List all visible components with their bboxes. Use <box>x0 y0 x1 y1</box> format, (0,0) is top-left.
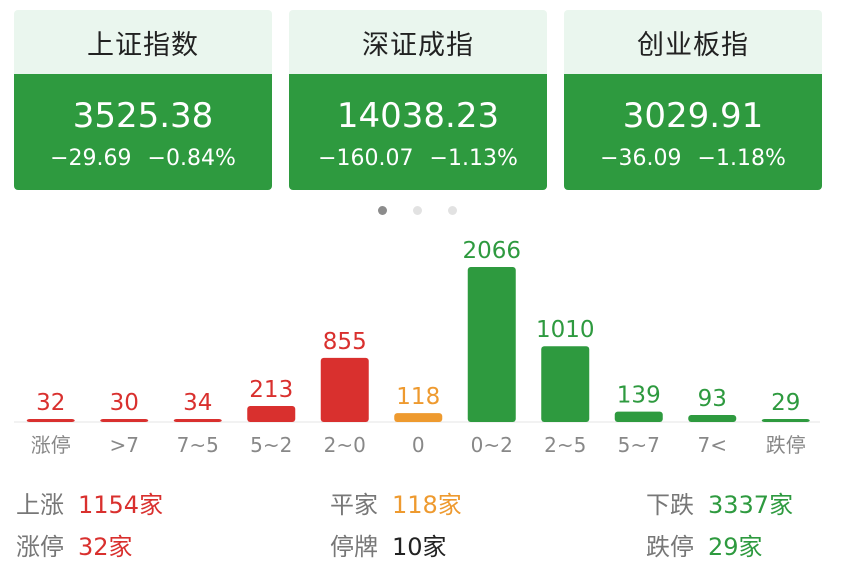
carousel-dot[interactable] <box>378 206 387 215</box>
chart-category-label: 5~7 <box>618 433 660 457</box>
summary-up: 上涨 1154家 <box>16 485 163 520</box>
chart-category-label: 跌停 <box>766 433 806 457</box>
carousel-dots[interactable] <box>378 206 457 215</box>
index-name: 创业板指 <box>564 10 822 74</box>
summary-halt-value: 10家 <box>392 533 447 561</box>
chart-value-label: 118 <box>396 384 440 410</box>
index-change: −29.69 <box>50 146 132 171</box>
summary-limit-down-label: 跌停 <box>646 533 694 561</box>
chart-value-label: 30 <box>110 390 139 416</box>
chart-category-label: 涨停 <box>31 433 71 457</box>
summary-halt: 停牌 10家 <box>330 527 447 562</box>
index-change-pct: −0.84% <box>147 146 236 171</box>
index-card-shenzhen[interactable]: 深证成指 14038.23 −160.07 −1.13% <box>289 10 547 190</box>
summary-halt-label: 停牌 <box>330 533 378 561</box>
index-name: 上证指数 <box>14 10 272 74</box>
index-change-pct: −1.13% <box>429 146 518 171</box>
chart-category-label: 5~2 <box>250 433 292 457</box>
chart-value-label: 32 <box>36 390 65 416</box>
summary-down-value: 3337家 <box>708 491 794 519</box>
index-value: 14038.23 <box>336 96 500 136</box>
summary-flat: 平家 118家 <box>330 485 462 520</box>
chart-bar[interactable] <box>100 419 149 422</box>
chart-bar[interactable] <box>394 413 443 422</box>
chart-bar[interactable] <box>247 406 296 422</box>
chart-bar[interactable] <box>614 411 663 422</box>
index-change: −36.09 <box>600 146 682 171</box>
index-change-pct: −1.18% <box>697 146 786 171</box>
chart-category-label: 0~2 <box>471 433 513 457</box>
chart-bar[interactable] <box>688 415 737 422</box>
chart-category-label: 2~0 <box>324 433 366 457</box>
distribution-chart: 32 涨停 30 >7 34 7~5 213 5~2 855 2~0 118 0 2066 0~2 1010… <box>14 238 820 457</box>
summary-limit-down: 跌停 29家 <box>646 527 763 562</box>
chart-bar[interactable] <box>173 419 222 422</box>
chart-value-label: 1010 <box>536 317 595 343</box>
index-change: −160.07 <box>318 146 414 171</box>
chart-category-label: >7 <box>110 433 139 457</box>
chart-bar[interactable] <box>541 346 590 422</box>
summary-down-label: 下跌 <box>646 491 694 519</box>
summary-down: 下跌 3337家 <box>646 485 793 520</box>
carousel-dot[interactable] <box>413 206 422 215</box>
index-name: 深证成指 <box>289 10 547 74</box>
summary-up-value: 1154家 <box>78 491 164 519</box>
chart-category-label: 2~5 <box>544 433 586 457</box>
chart-value-label: 139 <box>617 383 661 409</box>
chart-bar[interactable] <box>26 419 75 422</box>
chart-category-label: 7~5 <box>177 433 219 457</box>
index-value: 3525.38 <box>72 96 214 136</box>
index-card-chinext[interactable]: 创业板指 3029.91 −36.09 −1.18% <box>564 10 822 190</box>
chart-bar[interactable] <box>467 267 516 422</box>
summary-limit-up-value: 32家 <box>78 533 133 561</box>
chart-bar[interactable] <box>320 357 369 422</box>
chart-value-label: 855 <box>323 329 367 355</box>
index-card-shanghai[interactable]: 上证指数 3525.38 −29.69 −0.84% <box>14 10 272 190</box>
summary-limit-up: 涨停 32家 <box>16 527 133 562</box>
summary-up-label: 上涨 <box>16 491 64 519</box>
chart-bar[interactable] <box>761 419 810 422</box>
chart-value-label: 2066 <box>462 238 521 264</box>
chart-category-label: 0 <box>412 433 425 457</box>
carousel-dot[interactable] <box>448 206 457 215</box>
chart-value-label: 29 <box>771 390 800 416</box>
summary-flat-label: 平家 <box>330 491 378 519</box>
chart-value-label: 93 <box>698 386 727 412</box>
summary-flat-value: 118家 <box>392 491 462 519</box>
summary-limit-down-value: 29家 <box>708 533 763 561</box>
index-value: 3029.91 <box>622 96 764 136</box>
chart-value-label: 213 <box>249 377 293 403</box>
chart-value-label: 34 <box>183 390 212 416</box>
chart-category-label: 7< <box>698 433 727 457</box>
summary-limit-up-label: 涨停 <box>16 533 64 561</box>
